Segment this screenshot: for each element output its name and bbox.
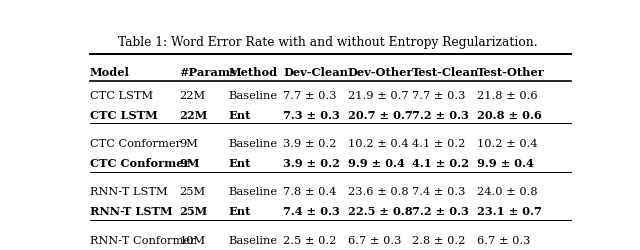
Text: Model: Model: [90, 66, 130, 78]
Text: 25M: 25M: [179, 187, 205, 197]
Text: RNN-T Conformer: RNN-T Conformer: [90, 236, 196, 246]
Text: Dev-Other: Dev-Other: [348, 66, 413, 78]
Text: 9.9 ± 0.4: 9.9 ± 0.4: [477, 158, 534, 169]
Text: 10.2 ± 0.4: 10.2 ± 0.4: [348, 139, 408, 149]
Text: Ent: Ent: [229, 110, 251, 120]
Text: RNN-T LSTM: RNN-T LSTM: [90, 206, 173, 217]
Text: 7.3 ± 0.3: 7.3 ± 0.3: [284, 110, 340, 120]
Text: 9.9 ± 0.4: 9.9 ± 0.4: [348, 158, 404, 169]
Text: 25M: 25M: [179, 206, 207, 217]
Text: Table 1: Word Error Rate with and without Entropy Regularization.: Table 1: Word Error Rate with and withou…: [118, 36, 538, 49]
Text: 23.1 ± 0.7: 23.1 ± 0.7: [477, 206, 541, 217]
Text: Ent: Ent: [229, 206, 251, 217]
Text: 7.7 ± 0.3: 7.7 ± 0.3: [412, 91, 466, 101]
Text: RNN-T LSTM: RNN-T LSTM: [90, 187, 168, 197]
Text: 22M: 22M: [179, 110, 207, 120]
Text: Baseline: Baseline: [229, 236, 278, 246]
Text: 7.7 ± 0.3: 7.7 ± 0.3: [284, 91, 337, 101]
Text: 3.9 ± 0.2: 3.9 ± 0.2: [284, 158, 340, 169]
Text: Method: Method: [229, 66, 278, 78]
Text: Test-Other: Test-Other: [477, 66, 545, 78]
Text: 21.9 ± 0.7: 21.9 ± 0.7: [348, 91, 408, 101]
Text: 24.0 ± 0.8: 24.0 ± 0.8: [477, 187, 538, 197]
Text: CTC Conformer: CTC Conformer: [90, 158, 189, 169]
Text: 7.4 ± 0.3: 7.4 ± 0.3: [284, 206, 340, 217]
Text: 4.1 ± 0.2: 4.1 ± 0.2: [412, 139, 466, 149]
Text: Baseline: Baseline: [229, 187, 278, 197]
Text: 2.8 ± 0.2: 2.8 ± 0.2: [412, 236, 466, 246]
Text: #Params: #Params: [179, 66, 237, 78]
Text: 21.8 ± 0.6: 21.8 ± 0.6: [477, 91, 538, 101]
Text: Baseline: Baseline: [229, 139, 278, 149]
Text: CTC LSTM: CTC LSTM: [90, 110, 157, 120]
Text: CTC Conformer: CTC Conformer: [90, 139, 181, 149]
Text: Ent: Ent: [229, 158, 251, 169]
Text: 10M: 10M: [179, 236, 205, 246]
Text: 10.2 ± 0.4: 10.2 ± 0.4: [477, 139, 538, 149]
Text: 7.4 ± 0.3: 7.4 ± 0.3: [412, 187, 466, 197]
Text: 7.2 ± 0.3: 7.2 ± 0.3: [412, 206, 469, 217]
Text: CTC LSTM: CTC LSTM: [90, 91, 153, 101]
Text: 2.5 ± 0.2: 2.5 ± 0.2: [284, 236, 337, 246]
Text: 7.8 ± 0.4: 7.8 ± 0.4: [284, 187, 337, 197]
Text: 22.5 ± 0.8: 22.5 ± 0.8: [348, 206, 412, 217]
Text: 9M: 9M: [179, 158, 200, 169]
Text: 20.8 ± 0.6: 20.8 ± 0.6: [477, 110, 541, 120]
Text: 9M: 9M: [179, 139, 198, 149]
Text: 7.2 ± 0.3: 7.2 ± 0.3: [412, 110, 469, 120]
Text: 20.7 ± 0.7: 20.7 ± 0.7: [348, 110, 413, 120]
Text: 4.1 ± 0.2: 4.1 ± 0.2: [412, 158, 469, 169]
Text: 6.7 ± 0.3: 6.7 ± 0.3: [348, 236, 401, 246]
Text: Test-Clean: Test-Clean: [412, 66, 480, 78]
Text: 23.6 ± 0.8: 23.6 ± 0.8: [348, 187, 408, 197]
Text: Dev-Clean: Dev-Clean: [284, 66, 348, 78]
Text: Baseline: Baseline: [229, 91, 278, 101]
Text: 3.9 ± 0.2: 3.9 ± 0.2: [284, 139, 337, 149]
Text: 6.7 ± 0.3: 6.7 ± 0.3: [477, 236, 530, 246]
Text: 22M: 22M: [179, 91, 205, 101]
